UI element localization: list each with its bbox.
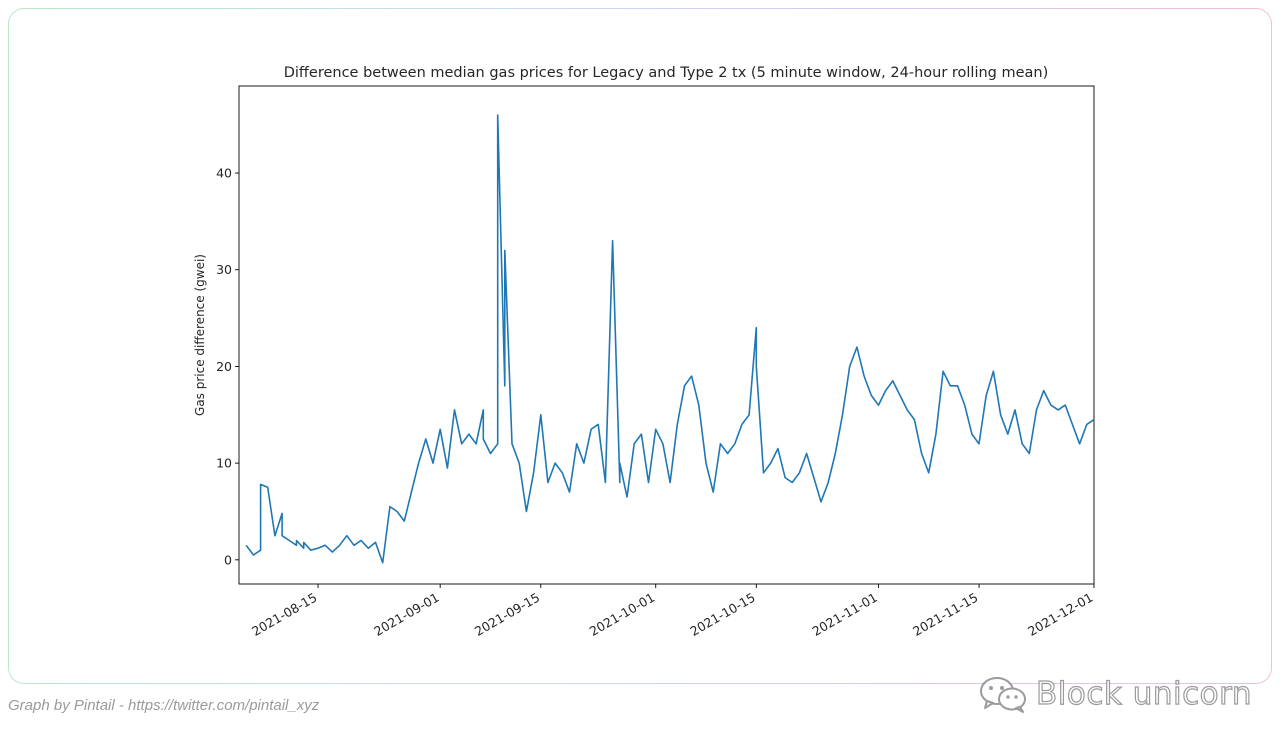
y-tick-label: 0 (224, 552, 232, 567)
series-line-0 (245, 114, 1095, 564)
wechat-logo-icon (980, 677, 1026, 713)
series-layer (245, 114, 1095, 564)
x-tick-label: 2021-09-01 (371, 590, 441, 639)
x-tick-label: 2021-10-01 (587, 590, 657, 639)
watermark-text: Block unicorn (1035, 675, 1252, 712)
x-axis-ticks: 2021-08-15 2021-09-01 2021-09-15 2021-10-01… (249, 584, 1096, 639)
x-tick-label: 2021-08-15 (249, 590, 319, 639)
y-axis-ticks: 0 10 20 30 40 (216, 166, 239, 567)
chart-card (8, 8, 1272, 684)
y-tick-label: 40 (216, 166, 232, 181)
plot-frame (238, 85, 1095, 585)
plot-area (238, 85, 1095, 585)
x-tick-label: 2021-10-15 (687, 590, 757, 639)
chart-card-inner (9, 9, 1271, 683)
x-tick-label: 2021-11-15 (910, 590, 980, 639)
watermark: Block unicorn (978, 674, 1252, 714)
x-tick-label: 2021-11-01 (810, 590, 880, 639)
y-tick-label: 30 (216, 262, 232, 277)
y-axis-label: Gas price difference (gwei) (193, 254, 207, 416)
chart-title: Difference between median gas prices for… (284, 65, 1049, 81)
x-tick-label: 2021-12-01 (1025, 590, 1095, 639)
x-tick-label: 2021-09-15 (472, 590, 542, 639)
y-tick-label: 10 (216, 456, 232, 471)
source-caption: Graph by Pintail - https://twitter.com/p… (8, 697, 320, 714)
y-tick-label: 20 (216, 359, 232, 374)
